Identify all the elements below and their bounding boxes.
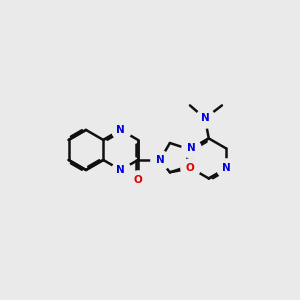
Text: N: N <box>201 113 209 123</box>
Point <box>118 168 123 172</box>
Point <box>118 128 123 132</box>
Text: O: O <box>185 164 194 173</box>
Text: N: N <box>222 164 230 173</box>
Point <box>188 166 192 171</box>
Text: N: N <box>116 125 125 135</box>
Point <box>189 146 194 151</box>
Point <box>158 158 162 162</box>
Text: N: N <box>116 165 125 175</box>
Text: O: O <box>134 175 142 185</box>
Point <box>202 116 207 121</box>
Text: N: N <box>187 143 196 153</box>
Point <box>136 178 140 182</box>
Point <box>224 166 229 171</box>
Text: N: N <box>156 155 164 165</box>
